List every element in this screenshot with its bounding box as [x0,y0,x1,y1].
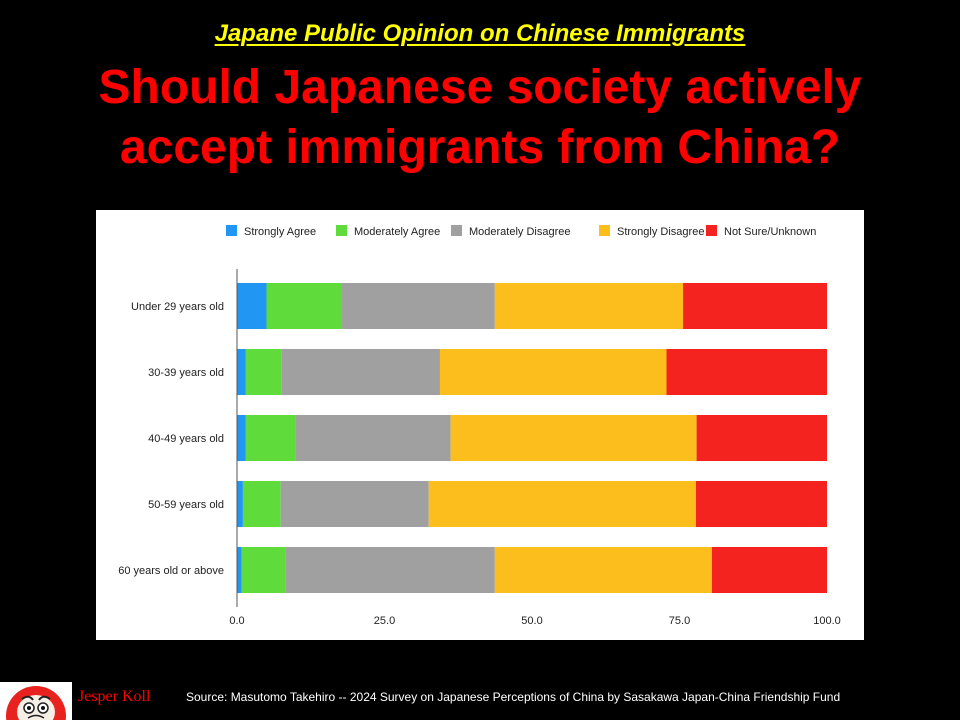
bar-30-39-years-old-not-sure-unknown [666,349,827,395]
legend-label-moderately-agree: Moderately Agree [354,226,440,238]
bar-area [237,283,827,593]
legend-swatch-strongly-disagree [599,225,610,236]
bar-30-39-years-old-moderately-disagree [281,349,440,395]
bar-under-29-years-old-strongly-agree [237,283,267,329]
daruma-logo [0,682,72,720]
x-tick-25-0: 25.0 [374,615,395,627]
bar-50-59-years-old-moderately-agree [242,481,281,527]
source-note: Source: Masutomo Takehiro -- 2024 Survey… [186,690,841,704]
legend-swatch-not-sure-unknown [706,225,717,236]
bar-50-59-years-old-moderately-disagree [280,481,429,527]
bar-40-49-years-old-strongly-agree [237,415,246,461]
stacked-bar-chart: Strongly Agree Moderately Agree Moderately… [118,225,841,627]
legend-swatch-strongly-agree [226,225,237,236]
category-labels: Under 29 years old 30-39 years old 40-49 y… [118,301,224,577]
bar-under-29-years-old-strongly-disagree [494,283,684,329]
category-label-50-59-years-old: 50-59 years old [148,499,224,511]
bar-60-years-old-or-above-moderately-agree [241,547,286,593]
bar-60-years-old-or-above-moderately-disagree [285,547,495,593]
bar-60-years-old-or-above-strongly-agree [237,547,242,593]
legend-label-moderately-disagree: Moderately Disagree [469,226,571,238]
chart-panel: Strongly Agree Moderately Agree Moderately… [96,210,864,640]
bar-30-39-years-old-strongly-disagree [439,349,667,395]
bar-40-49-years-old-not-sure-unknown [696,415,827,461]
chart-kicker-title: Japane Public Opinion on Chinese Immigra… [214,20,746,47]
x-tick-50-0: 50.0 [521,615,542,627]
bar-40-49-years-old-moderately-disagree [295,415,451,461]
legend-swatch-moderately-agree [336,225,347,236]
bar-30-39-years-old-moderately-agree [245,349,282,395]
author-name: Jesper Koll [78,688,151,705]
bar-50-59-years-old-strongly-agree [237,481,243,527]
legend-label-not-sure-unknown: Not Sure/Unknown [724,226,816,238]
bar-40-49-years-old-strongly-disagree [450,415,697,461]
legend-label-strongly-agree: Strongly Agree [244,226,316,238]
x-tick-75-0: 75.0 [669,615,690,627]
chart-headline: Should Japanese society actively accept … [98,61,862,174]
chart-legend: Strongly Agree Moderately Agree Moderately… [226,225,816,238]
category-label-under-29-years-old: Under 29 years old [131,301,224,313]
x-tick-100-0: 100.0 [813,615,841,627]
category-label-30-39-years-old: 30-39 years old [148,367,224,379]
bar-under-29-years-old-moderately-agree [266,283,343,329]
bar-under-29-years-old-not-sure-unknown [683,283,827,329]
x-axis-ticks: 0.0 25.0 50.0 75.0 100.0 [229,615,840,627]
bar-60-years-old-or-above-not-sure-unknown [711,547,827,593]
bar-50-59-years-old-not-sure-unknown [696,481,827,527]
bar-30-39-years-old-strongly-agree [237,349,246,395]
category-label-60-years-old-or-above: 60 years old or above [118,565,224,577]
bar-50-59-years-old-strongly-disagree [428,481,697,527]
category-label-40-49-years-old: 40-49 years old [148,433,224,445]
bar-40-49-years-old-moderately-agree [245,415,296,461]
x-tick-0-0: 0.0 [229,615,244,627]
bar-under-29-years-old-moderately-disagree [342,283,495,329]
legend-swatch-moderately-disagree [451,225,462,236]
legend-label-strongly-disagree: Strongly Disagree [617,226,704,238]
bar-60-years-old-or-above-strongly-disagree [494,547,712,593]
